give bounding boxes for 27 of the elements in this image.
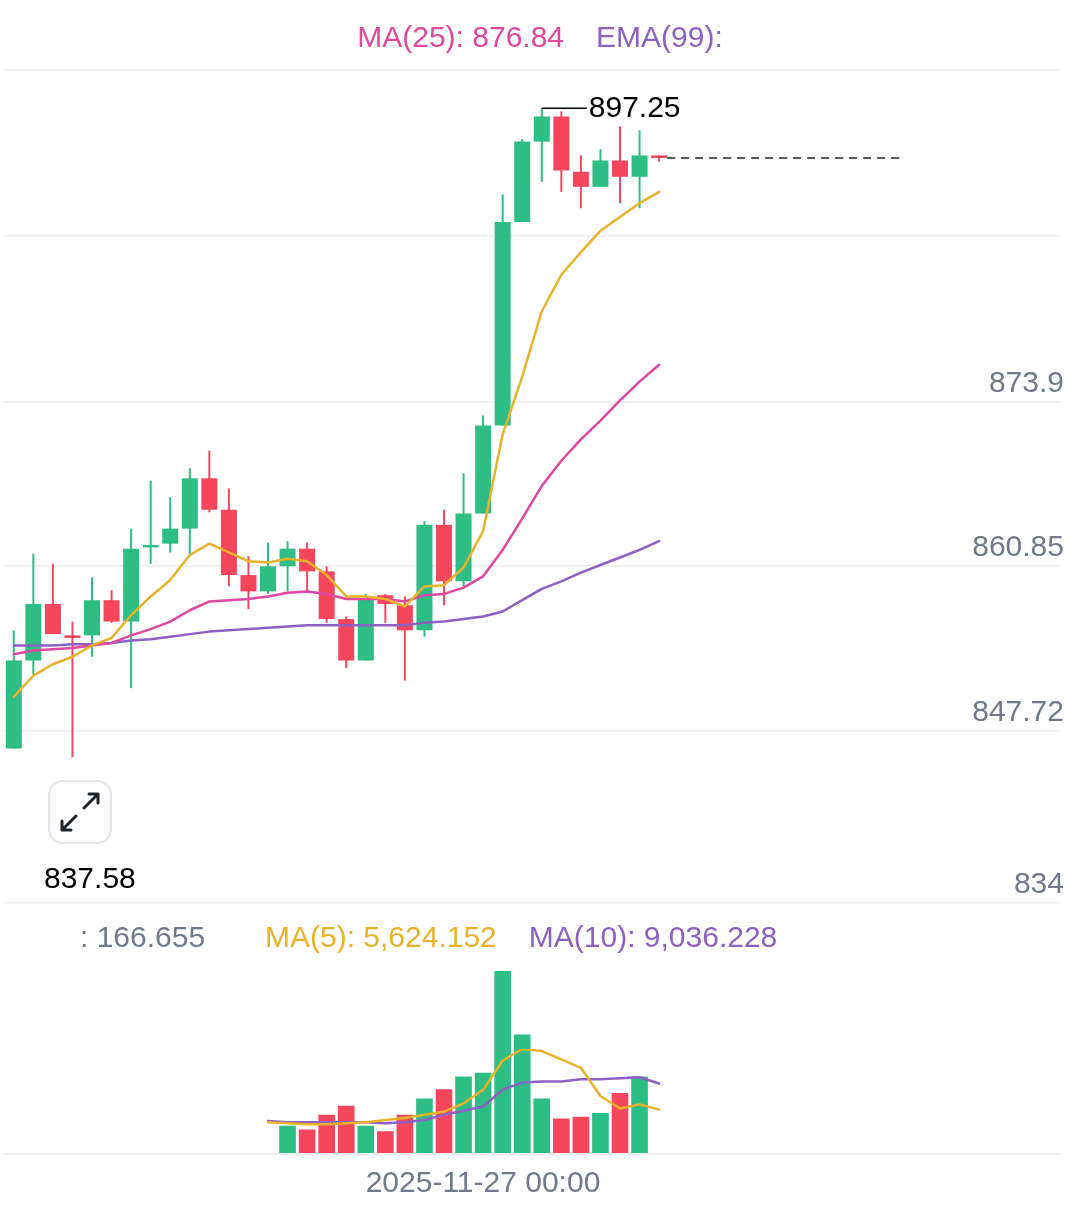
annotation: 837.58	[44, 861, 136, 895]
bar	[611, 1092, 629, 1154]
bar	[337, 1105, 355, 1154]
bar	[592, 1113, 609, 1154]
bar	[455, 1076, 472, 1154]
bar	[357, 1125, 375, 1154]
bar	[553, 1118, 570, 1154]
y-tick-label: 873.9	[988, 364, 1064, 398]
annotation: 897.25	[588, 89, 681, 123]
bar	[377, 1131, 394, 1154]
bar	[494, 971, 511, 1154]
text: 2025-11-27 00:00	[365, 1164, 601, 1198]
y-tick-label: 847.72	[972, 693, 1064, 727]
text: MA(10): 9,036.228	[528, 920, 778, 954]
bar	[572, 1116, 590, 1154]
text: : 166.655	[80, 920, 206, 954]
y-tick-label: 860.85	[972, 528, 1064, 562]
bar	[533, 1098, 551, 1154]
y-tick-label: 834	[1013, 866, 1064, 900]
bar	[298, 1129, 316, 1154]
bar	[513, 1034, 531, 1154]
text: MA(25): 876.84	[357, 20, 565, 54]
text: EMA(99):	[596, 20, 723, 54]
bar	[416, 1098, 433, 1154]
bar	[631, 1076, 648, 1154]
text: MA(5): 5,624.152	[265, 920, 497, 954]
bar	[279, 1125, 296, 1154]
